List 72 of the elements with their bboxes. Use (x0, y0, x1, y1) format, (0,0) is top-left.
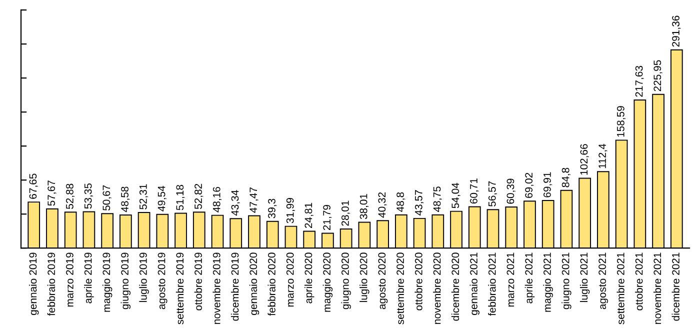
data-label: 43,57 (414, 190, 424, 216)
x-tick-label: febbraio 2020 (268, 252, 276, 316)
data-label: 158,59 (616, 106, 626, 137)
x-tick-label: febbraio 2019 (47, 252, 56, 316)
data-label: 225,95 (654, 60, 662, 92)
x-tick-label: novembre 2019 (212, 252, 220, 324)
x-tick-label: ottobre 2021 (635, 252, 643, 310)
data-label: 43,34 (231, 190, 240, 216)
x-tick-label: settembre 2020 (396, 252, 404, 324)
x-tick-label: luglio 2020 (360, 252, 370, 302)
data-label: 112,4 (598, 144, 608, 168)
x-tick-label: aprile 2020 (304, 252, 314, 304)
data-label: 56,57 (488, 181, 498, 206)
x-tick-label: ottobre 2019 (194, 252, 202, 310)
x-tick-label: maggio 2019 (102, 252, 112, 312)
x-tick-label: ottobre 2020 (414, 252, 422, 310)
data-label: 217,63 (635, 66, 644, 97)
data-label: 51,18 (176, 184, 185, 210)
data-label: 60,39 (506, 178, 516, 204)
x-tick-label: agosto 2019 (158, 252, 168, 310)
data-label: 52,82 (194, 184, 204, 210)
data-label: 67,65 (29, 174, 38, 199)
x-tick-label: marzo 2020 (286, 252, 294, 307)
data-label: 24,81 (304, 202, 314, 228)
data-label: 49,54 (158, 186, 166, 212)
data-label: 84,8 (562, 168, 570, 188)
x-tick-label: giugno 2019 (120, 252, 131, 310)
x-tick-label: maggio 2021 (543, 252, 553, 312)
data-label: 48,8 (396, 192, 406, 212)
x-tick-label: agosto 2021 (598, 252, 608, 310)
x-tick-label: aprile 2021 (524, 252, 535, 304)
data-label: 54,04 (452, 182, 460, 208)
x-tick-label: agosto 2020 (378, 252, 388, 310)
data-label: 53,35 (84, 183, 93, 209)
data-label: 52,31 (139, 184, 148, 210)
x-tick-label: gennaio 2019 (29, 252, 39, 315)
x-tick-label: marzo 2021 (506, 252, 514, 307)
x-tick-label: novembre 2020 (433, 252, 441, 324)
data-label: 28,01 (341, 200, 350, 226)
data-label: 291,36 (672, 16, 681, 47)
data-label: 40,32 (378, 192, 387, 218)
data-label: 39,3 (268, 198, 277, 218)
data-label: 48,75 (433, 186, 442, 212)
data-label: 102,66 (580, 144, 589, 175)
data-label: 50,67 (102, 185, 112, 210)
x-tick-label: gennaio 2020 (249, 252, 260, 315)
data-label: 69,02 (525, 172, 534, 198)
data-label: 31,99 (286, 198, 295, 224)
x-tick-label: luglio 2019 (139, 252, 149, 302)
x-tick-label: novembre 2021 (653, 252, 662, 324)
data-label: 21,79 (323, 204, 332, 230)
x-tick-label: giugno 2021 (562, 252, 572, 310)
data-label: 48,16 (212, 186, 222, 212)
data-label: 52,88 (66, 184, 75, 209)
x-tick-label: dicembre 2019 (231, 252, 239, 321)
x-tick-label: luglio 2021 (580, 252, 590, 302)
x-tick-label: gennaio 2021 (470, 252, 480, 315)
x-tick-label: settembre 2021 (616, 252, 624, 324)
data-label: 57,67 (48, 180, 56, 206)
x-tick-label: marzo 2019 (66, 252, 74, 307)
data-label: 60,71 (470, 178, 479, 204)
data-label: 69,91 (544, 172, 552, 198)
x-tick-label: maggio 2020 (322, 252, 333, 312)
data-label: 47,47 (250, 188, 258, 213)
x-tick-label: dicembre 2020 (451, 252, 460, 321)
data-label: 38,01 (360, 194, 368, 220)
x-tick-label: dicembre 2021 (672, 252, 680, 321)
x-tick-label: febbraio 2021 (488, 252, 496, 316)
data-label: 48,58 (121, 186, 130, 212)
x-tick-label: aprile 2019 (84, 252, 94, 304)
x-tick-label: settembre 2019 (176, 252, 184, 324)
x-tick-label: giugno 2020 (341, 252, 351, 310)
